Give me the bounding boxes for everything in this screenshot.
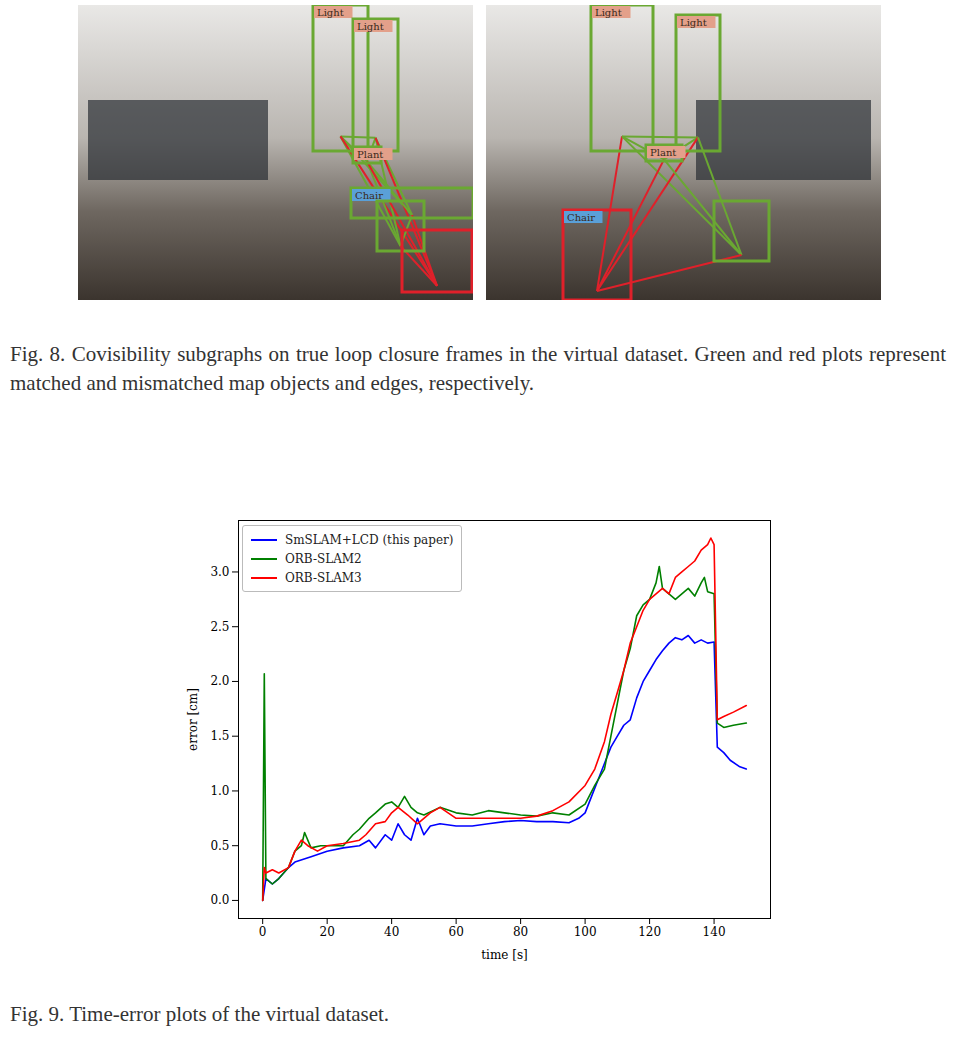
- svg-text:80: 80: [513, 925, 528, 939]
- svg-text:Plant: Plant: [650, 147, 676, 158]
- svg-text:100: 100: [574, 925, 597, 939]
- svg-text:2.5: 2.5: [210, 620, 229, 634]
- html-text:Fig. 9. Time-error plots of th: Fig. 9. Time-error plots of the virtual …: [10, 1002, 390, 1026]
- svg-text:0.5: 0.5: [210, 839, 229, 853]
- svg-text:3.0: 3.0: [210, 565, 229, 579]
- svg-text:Light: Light: [595, 7, 622, 18]
- svg-text:1.0: 1.0: [210, 784, 229, 798]
- html-text:Fig. 8. Covisibility subgraphs: Fig. 8. Covisibility subgraphs on true l…: [10, 342, 946, 395]
- svg-text:Light: Light: [317, 7, 344, 18]
- html-text:ORB-SLAM2: ORB-SLAM2: [285, 551, 362, 566]
- svg-text:40: 40: [384, 925, 399, 939]
- svg-text:140: 140: [703, 925, 726, 939]
- svg-text:time [s]: time [s]: [481, 948, 527, 962]
- svg-text:0.0: 0.0: [210, 893, 229, 907]
- svg-text:Light: Light: [680, 17, 707, 28]
- svg-text:120: 120: [638, 925, 661, 939]
- svg-text:1.5: 1.5: [210, 729, 229, 743]
- svg-text:Plant: Plant: [357, 149, 383, 160]
- svg-text:20: 20: [320, 925, 335, 939]
- svg-text:error [cm]: error [cm]: [186, 688, 200, 751]
- svg-text:2.0: 2.0: [210, 674, 229, 688]
- svg-text:60: 60: [448, 925, 463, 939]
- html-text:ORB-SLAM3: ORB-SLAM3: [285, 570, 362, 585]
- svg-text:0: 0: [259, 925, 267, 939]
- svg-text:Chair: Chair: [355, 190, 383, 201]
- svg-text:Light: Light: [357, 21, 384, 32]
- html-text:SmSLAM+LCD (this paper): SmSLAM+LCD (this paper): [285, 532, 454, 547]
- svg-text:Chair: Chair: [567, 212, 595, 223]
